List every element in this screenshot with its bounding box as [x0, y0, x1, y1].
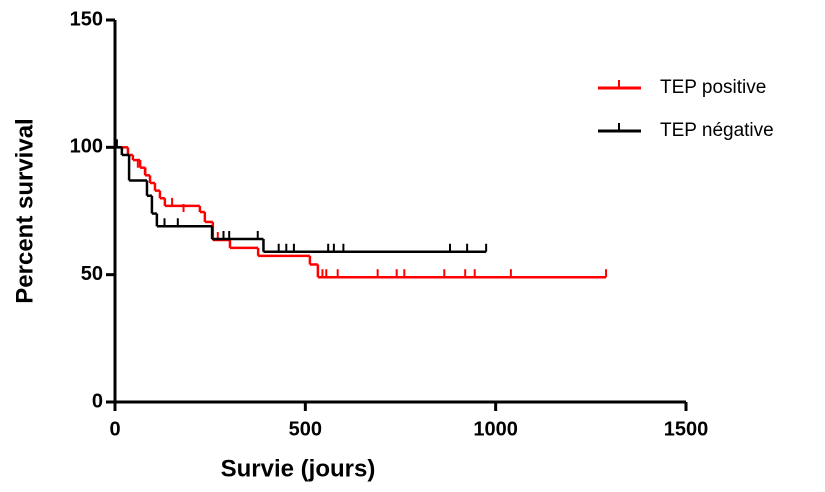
- x-tick-label: 1000: [473, 418, 518, 440]
- legend-label: TEP positive: [660, 77, 766, 98]
- x-axis-title: Survie (jours): [221, 455, 376, 482]
- y-tick-label: 100: [70, 136, 103, 158]
- y-tick-label: 0: [92, 390, 103, 412]
- x-tick-label: 0: [109, 418, 120, 440]
- y-axis-title: Percent survival: [11, 118, 38, 303]
- x-tick-label: 500: [289, 418, 322, 440]
- y-tick-label: 50: [81, 263, 103, 285]
- legend-label: TEP négative: [660, 120, 774, 141]
- x-tick-label: 1500: [664, 418, 709, 440]
- y-tick-label: 150: [70, 8, 103, 30]
